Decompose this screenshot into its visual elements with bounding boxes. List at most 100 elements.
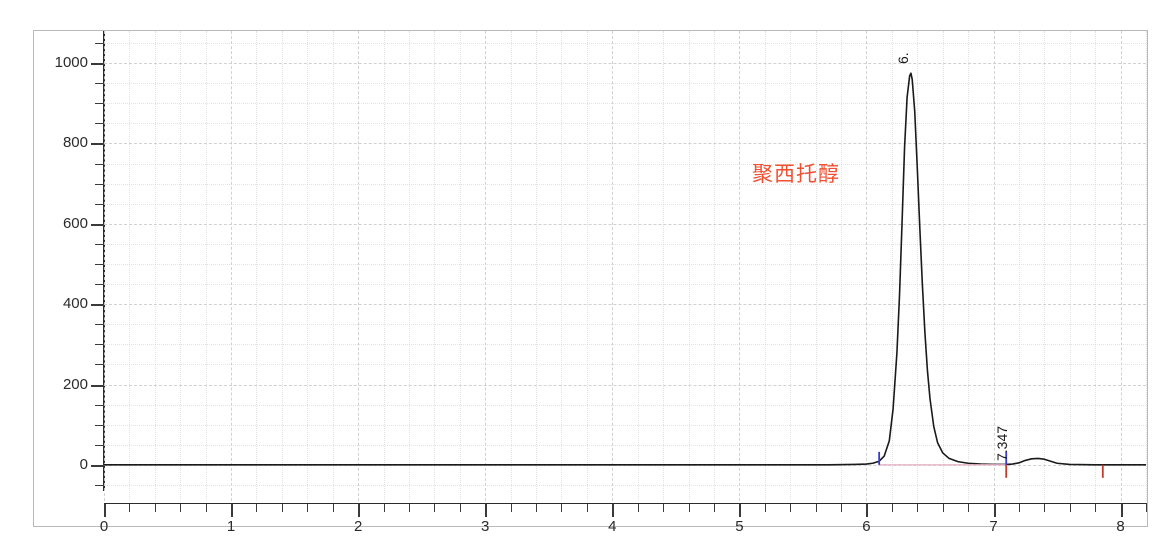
grid-line-vertical <box>1069 31 1071 501</box>
x-axis-tick-label: 7 <box>989 518 998 535</box>
grid-line-vertical <box>154 31 156 501</box>
grid-line-vertical <box>917 31 919 501</box>
grid-line-horizontal <box>104 43 1146 45</box>
x-axis-tick-minor <box>764 504 766 512</box>
x-axis-tick-minor <box>891 504 893 512</box>
y-axis-tick-major <box>91 223 104 226</box>
grid-line-vertical <box>841 31 843 501</box>
grid-line-vertical <box>993 31 995 501</box>
grid-lines <box>104 31 1147 501</box>
y-axis-tick-minor <box>95 83 104 85</box>
y-axis-tick-minor <box>95 424 104 426</box>
x-axis-tick-label: 0 <box>99 518 109 535</box>
y-axis-tick-label: 600 <box>62 214 88 232</box>
y-axis-tick-minor <box>95 203 104 205</box>
x-axis-tick-minor <box>536 504 538 512</box>
grid-line-horizontal <box>104 183 1146 185</box>
grid-line-horizontal <box>104 424 1146 426</box>
grid-line-vertical <box>510 31 512 501</box>
x-axis-tick-label: 3 <box>481 518 490 535</box>
y-axis-tick-label: 200 <box>62 375 88 393</box>
grid-line-horizontal <box>104 304 1146 306</box>
grid-line-vertical <box>866 31 868 501</box>
grid-line-horizontal <box>104 444 1146 446</box>
grid-line-horizontal <box>104 364 1146 366</box>
grid-line-vertical <box>383 31 385 501</box>
grid-line-vertical <box>104 31 105 501</box>
x-axis-tick-minor <box>663 504 665 512</box>
x-axis-tick-major <box>866 504 869 517</box>
x-axis-tick-minor <box>129 504 131 512</box>
peak-label-second: 7.347 <box>994 425 1010 461</box>
grid-line-horizontal <box>104 484 1146 486</box>
y-axis-tick-label: 800 <box>62 134 88 152</box>
grid-line-vertical <box>815 31 817 501</box>
x-axis-tick-minor <box>968 504 970 512</box>
grid-line-vertical <box>942 31 944 501</box>
grid-line-horizontal <box>104 103 1146 105</box>
x-axis-tick-minor <box>917 504 919 512</box>
x-axis-tick-minor <box>408 504 410 512</box>
x-axis-tick-minor <box>205 504 207 512</box>
y-axis-tick-minor <box>95 444 104 446</box>
x-axis-tick-minor <box>790 504 792 512</box>
x-axis-tick-minor <box>637 504 639 512</box>
x-axis-tick-minor <box>688 504 690 512</box>
grid-line-horizontal <box>104 404 1146 406</box>
grid-line-vertical <box>358 31 360 501</box>
grid-line-vertical <box>612 31 614 501</box>
y-axis-tick-minor <box>95 163 104 165</box>
grid-line-vertical <box>434 31 436 501</box>
grid-line-vertical <box>231 31 233 501</box>
plot-area <box>104 31 1147 501</box>
grid-line-vertical <box>256 31 258 501</box>
y-axis-tick-minor <box>95 404 104 406</box>
x-axis-line <box>104 503 1147 504</box>
grid-line-vertical <box>536 31 538 501</box>
grid-line-vertical <box>637 31 639 501</box>
grid-line-vertical <box>332 31 334 501</box>
x-axis-tick-label: 1 <box>226 518 236 535</box>
y-axis-tick-major <box>91 63 104 66</box>
y-axis-tick-minor <box>95 103 104 105</box>
x-axis-tick-major <box>1120 504 1123 517</box>
x-axis-tick-minor <box>1044 504 1046 512</box>
x-axis-tick-major <box>358 504 361 517</box>
x-axis-tick-major <box>485 504 488 517</box>
x-axis-tick-minor <box>383 504 385 512</box>
grid-line-horizontal <box>104 83 1146 85</box>
grid-line-vertical <box>129 31 131 501</box>
x-axis-tick-minor <box>815 504 817 512</box>
x-axis-tick-minor <box>307 504 309 512</box>
x-axis-tick-label: 5 <box>735 518 744 535</box>
x-axis-tick-minor <box>510 504 512 512</box>
y-axis-tick-major <box>91 384 104 387</box>
y-axis-tick-major <box>91 143 104 146</box>
grid-line-horizontal <box>104 223 1146 225</box>
x-axis-tick-minor <box>281 504 283 512</box>
y-axis-tick-minor <box>95 364 104 366</box>
y-axis-tick-minor <box>95 243 104 245</box>
y-axis-tick-label: 1000 <box>54 54 88 72</box>
grid-line-vertical <box>586 31 588 501</box>
grid-line-vertical <box>688 31 690 501</box>
grid-line-horizontal <box>104 63 1146 65</box>
grid-line-horizontal <box>104 284 1146 286</box>
x-axis-tick-minor <box>180 504 182 512</box>
grid-line-vertical <box>281 31 283 501</box>
grid-line-vertical <box>968 31 970 501</box>
grid-line-horizontal <box>104 263 1146 265</box>
y-axis-tick-minor <box>95 484 104 486</box>
grid-line-vertical <box>663 31 665 501</box>
grid-line-vertical <box>739 31 741 501</box>
x-axis-tick-label: 8 <box>1116 518 1125 535</box>
x-axis-tick-minor <box>586 504 588 512</box>
grid-line-vertical <box>790 31 792 501</box>
chart-frame <box>33 30 1148 527</box>
y-axis-tick-minor <box>95 284 104 286</box>
x-axis-tick-label: 2 <box>353 518 363 535</box>
grid-line-vertical <box>1044 31 1046 501</box>
grid-line-horizontal <box>104 324 1146 326</box>
x-axis-tick-major <box>739 504 742 517</box>
x-axis-tick-minor <box>942 504 944 512</box>
